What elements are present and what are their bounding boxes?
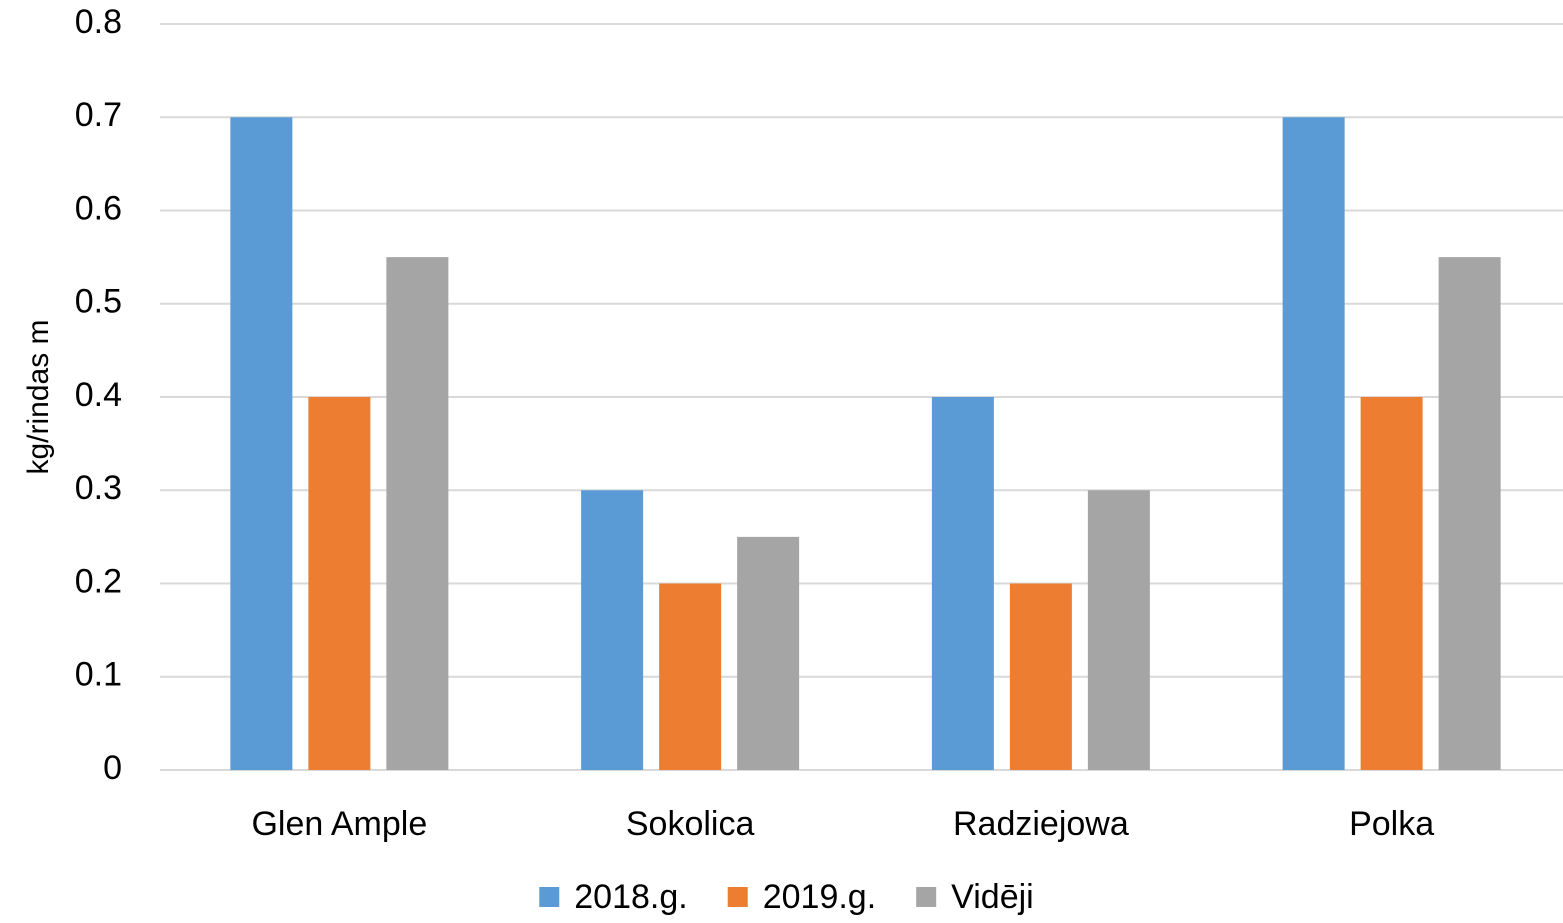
y-tick-label: 0.4 — [75, 376, 122, 414]
bar — [737, 536, 800, 770]
y-tick-label: 0.7 — [75, 96, 122, 134]
y-tick-label: 0.6 — [75, 189, 122, 227]
legend-swatch — [539, 887, 560, 907]
bar — [308, 397, 371, 770]
legend-label: Vidēji — [951, 878, 1034, 916]
bar — [581, 490, 644, 770]
bar — [386, 257, 449, 770]
legend-swatch — [916, 887, 937, 907]
x-tick-label: Glen Ample — [251, 805, 427, 843]
legend-label: 2019.g. — [763, 878, 876, 916]
legend-label: 2018.g. — [574, 878, 687, 916]
x-tick-label: Sokolica — [626, 805, 755, 843]
bar — [1438, 257, 1501, 770]
y-tick-label: 0.8 — [75, 3, 122, 41]
y-tick-label: 0.3 — [75, 469, 122, 507]
bar — [1360, 397, 1423, 770]
y-tick-label: 0 — [103, 749, 122, 787]
x-tick-label: Radziejowa — [953, 805, 1129, 843]
bar — [1087, 490, 1150, 770]
bar — [1282, 117, 1345, 770]
y-tick-label: 0.5 — [75, 283, 122, 321]
x-tick-label: Polka — [1349, 805, 1434, 843]
bar — [931, 397, 994, 770]
bar — [1009, 583, 1072, 770]
bar — [659, 583, 722, 770]
y-tick-label: 0.1 — [75, 656, 122, 694]
y-axis-label: kg/rindas m — [22, 319, 55, 474]
bar — [230, 117, 293, 770]
y-tick-label: 0.2 — [75, 562, 122, 600]
legend-swatch — [727, 887, 748, 907]
